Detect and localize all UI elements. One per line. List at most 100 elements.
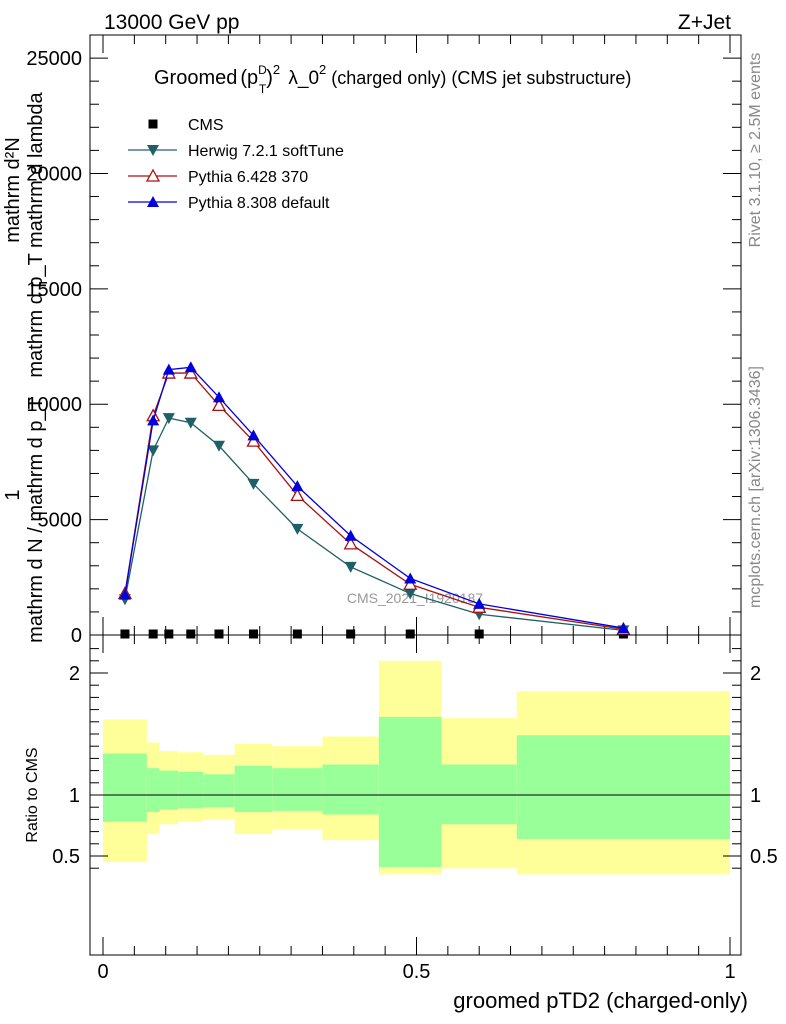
ratio-x-ticks: 0 0.5 1 [97,635,736,983]
main-series [117,361,631,639]
data-point-pythia-8-308-default [344,529,357,541]
ratio-green-band [322,764,379,815]
data-point-pythia-8-308-default [162,363,175,375]
ratio-green-band [146,768,160,813]
header-process: Z+Jet [678,11,731,34]
plot-title-sup2: 2 [273,62,280,77]
rivet-version-label: Rivet 3.1.10, ≥ 2.5M events [747,53,764,248]
main-y-tick-label: 20000 [26,163,82,185]
data-point-pythia-6-428-370 [343,536,358,550]
data-point-pythia-6-428-370 [211,398,227,412]
data-point-pythia-8-308-default [617,622,630,634]
data-point-pythia-8-308-default [291,480,304,492]
main-y-tick-label: 0 [71,625,82,647]
legend-item-herwig-7-2-1-softtune: Herwig 7.2.1 softTune [128,143,344,160]
data-point-cms [120,629,130,639]
ratio-green-band [203,774,235,808]
data-point-herwig-7-2-1-softtune [404,588,417,600]
data-point-cms [405,629,415,639]
ratio-y-axis-label: Ratio to CMS [24,747,41,842]
x-tick-label: 1 [724,961,735,983]
data-point-pythia-6-428-370 [290,488,305,502]
x-tick-label: 0 [97,961,108,983]
ratio-green-band [441,764,517,825]
main-y-tick-label: 10000 [26,394,82,416]
data-point-herwig-7-2-1-softtune [184,417,197,429]
ratio-y-tick-label-left: 0.5 [52,846,80,868]
ratio-green-band [378,716,442,867]
ratio-y-tick-label-right: 0.5 [750,846,778,868]
data-point-herwig-7-2-1-softtune [344,561,357,573]
ratio-green-band [103,753,147,822]
main-y-tick-label: 25000 [26,48,82,70]
data-point-cms [346,629,356,639]
ratio-y-tick-label-left: 2 [69,663,80,685]
y-label-rhs-num: mathrm d²N [2,137,24,243]
plot-title-tail: (charged only) (CMS jet substructure) [331,68,631,88]
data-point-cms [292,629,302,639]
y-label-frac-den: mathrm d N / mathrm d p_T [25,397,47,643]
ratio-y-tick-label-right: 1 [750,785,761,807]
main-panel: 0 5000 10000 15000 20000 25000 CMS_2021_I1920… [26,34,742,647]
ratio-green-band [178,771,204,809]
x-axis-label: groomed pTD2 (charged-only) [453,988,748,1013]
ratio-green-band [272,768,323,811]
legend-label: Herwig 7.2.1 softTune [188,143,344,160]
main-y-ticks: 0 5000 10000 15000 20000 25000 [26,48,741,647]
data-point-pythia-8-308-default [212,391,225,403]
data-point-pythia-8-308-default [404,572,417,584]
watermark: CMS_2021_I1920187 [347,590,483,606]
data-point-herwig-7-2-1-softtune [247,478,260,490]
data-point-cms [148,629,158,639]
data-point-cms [474,629,484,639]
legend: CMS Herwig 7.2.1 softTune Pythia 6.428 370… [128,117,344,212]
data-point-pythia-8-308-default [147,414,160,426]
ratio-panel: 0.5 0.51 12 2 0 0.5 1 Ratio to CMS groomed pT… [24,634,778,1013]
data-point-pythia-8-308-default [247,429,260,441]
header-energy: 13000 GeV pp [104,11,239,34]
series-line-pythia-8-308-default [124,366,624,629]
data-point-herwig-7-2-1-softtune [162,413,175,425]
main-y-axis-label: 1 mathrm d N / mathrm d p_T mathrm d²N m… [2,91,47,642]
legend-marker [147,145,159,156]
legend-item-pythia-6-428-370: Pythia 6.428 370 [128,168,308,186]
data-point-pythia-6-428-370 [403,576,418,590]
data-point-herwig-7-2-1-softtune [212,440,225,452]
plot-title-lead: Groomed [154,67,237,89]
plot-title: Groomed (pD T)2 λ_02 (charged only) (CMS j… [154,62,631,96]
data-point-herwig-7-2-1-softtune [291,523,304,535]
legend-marker [148,119,158,129]
x-tick-label: 0.5 [403,961,431,983]
legend-marker [145,168,161,182]
legend-label: Pythia 6.428 370 [188,169,308,186]
series-herwig-7-2-1-softtune [118,413,630,637]
ratio-green-band [234,765,273,813]
data-point-pythia-8-308-default [184,361,197,373]
data-point-cms [164,629,174,639]
data-point-pythia-8-308-default [118,588,131,600]
y-label-rhs-den: mathrm d p_T mathrm d lambda [25,91,47,377]
plot-title-lambda: λ_0 [288,68,319,89]
legend-label: CMS [188,117,224,134]
ratio-bands [103,660,730,875]
data-point-cms [214,629,224,639]
y-label-frac-num: 1 [2,489,24,500]
data-point-herwig-7-2-1-softtune [147,445,160,457]
ratio-y-tick-label-left: 1 [69,785,80,807]
legend-item-cms: CMS [148,117,224,134]
main-y-tick-label: 5000 [38,510,83,532]
series-pythia-8-308-default [118,361,630,634]
plot-title-sup1: D [258,63,267,77]
data-point-cms [248,629,258,639]
plot-title-sub: T [259,82,267,96]
ratio-y-ticks: 0.5 0.5 1 1 2 2 [52,648,778,869]
data-point-pythia-6-428-370 [183,365,198,379]
data-point-cms [186,629,196,639]
legend-item-pythia-8-308-default: Pythia 8.308 default [128,195,330,212]
legend-marker [147,196,159,207]
data-point-pythia-8-308-default [473,597,486,609]
main-y-tick-label: 15000 [26,279,82,301]
ratio-green-band [516,735,730,839]
ratio-y-tick-label-right: 2 [750,663,761,685]
legend-label: Pythia 8.308 default [188,195,330,212]
